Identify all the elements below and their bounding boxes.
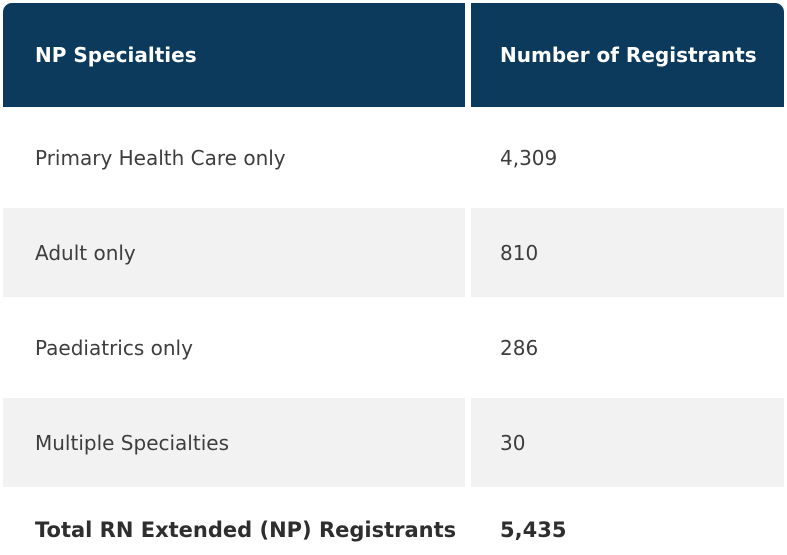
header-cell-np-specialties: NP Specialties (0, 0, 468, 110)
total-value-cell: 5,435 (468, 490, 787, 555)
count-cell-multiple-specialties: 30 (468, 395, 787, 490)
count-cell-adult-only: 810 (468, 205, 787, 300)
specialty-cell-paediatrics-only: Paediatrics only (0, 300, 468, 395)
total-label-cell: Total RN Extended (NP) Registrants (0, 490, 468, 555)
count-cell-primary-health-care: 4,309 (468, 110, 787, 205)
header-cell-number-of-registrants: Number of Registrants (468, 0, 787, 110)
specialty-cell-multiple-specialties: Multiple Specialties (0, 395, 468, 490)
count-cell-paediatrics-only: 286 (468, 300, 787, 395)
specialty-cell-primary-health-care: Primary Health Care only (0, 110, 468, 205)
specialty-cell-adult-only: Adult only (0, 205, 468, 300)
